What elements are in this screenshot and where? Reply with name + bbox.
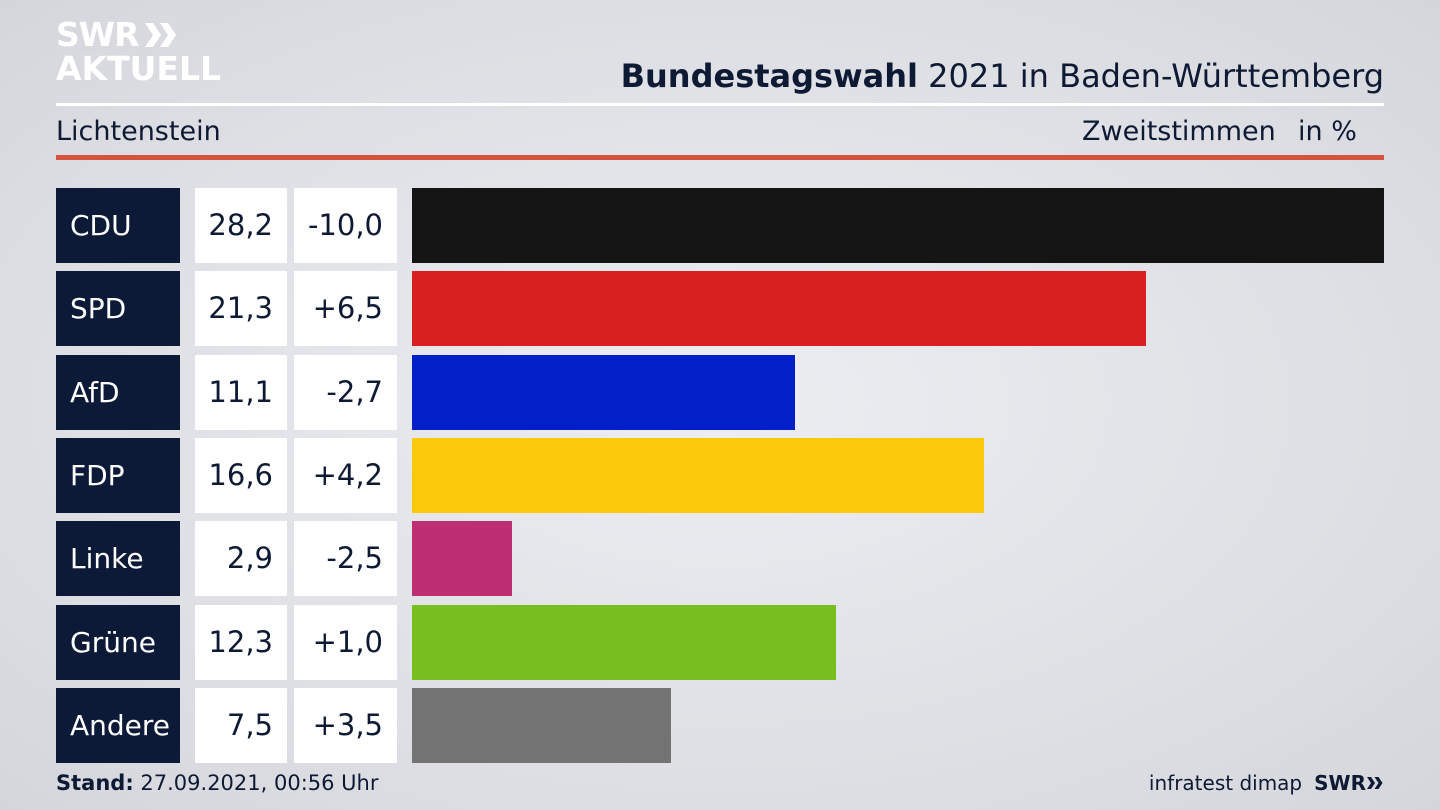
double-chevron-icon [144, 23, 176, 47]
bar-spd [412, 271, 1146, 346]
party-label: Grüne [56, 605, 180, 680]
footer-swr-logo: SWR [1314, 771, 1384, 795]
vote-share-label: 16,6 [195, 438, 287, 513]
stand-line: Stand: 27.09.2021, 00:56 Uhr [56, 771, 379, 795]
party-label: Andere [56, 688, 180, 763]
title-rest: 2021 in Baden-Württemberg [917, 57, 1384, 95]
party-label: SPD [56, 271, 180, 346]
bar-andere [412, 688, 671, 763]
change-label: -2,5 [294, 521, 397, 596]
bar-linke [412, 521, 512, 596]
change-label: -2,7 [294, 355, 397, 430]
change-label: -10,0 [294, 188, 397, 263]
party-label: Linke [56, 521, 180, 596]
measure-label: Zweitstimmen [1082, 116, 1276, 147]
footer-sources: infratest dimap SWR [1149, 771, 1384, 795]
party-label: AfD [56, 355, 180, 430]
accent-divider [56, 155, 1384, 160]
logo-swr: SWR [56, 15, 140, 54]
change-label: +6,5 [294, 271, 397, 346]
stand-label: Stand: [56, 771, 134, 795]
vote-share-label: 7,5 [195, 688, 287, 763]
stand-value: 27.09.2021, 00:56 Uhr [133, 771, 379, 795]
party-label: FDP [56, 438, 180, 513]
result-row: Linke 2,9 -2,5 [56, 521, 1384, 596]
vote-share-label: 11,1 [195, 355, 287, 430]
source-label: infratest dimap [1148, 771, 1303, 795]
logo-aktuell: AKTUELL [56, 49, 222, 88]
vote-share-label: 2,9 [195, 521, 287, 596]
result-row: Andere 7,5 +3,5 [56, 688, 1384, 763]
chart-title: Bundestagswahl 2021 in Baden-Württemberg [621, 57, 1384, 95]
double-chevron-icon [1367, 777, 1383, 789]
result-row: Grüne 12,3 +1,0 [56, 605, 1384, 680]
swr-aktuell-logo: SWR AKTUELL [56, 18, 221, 86]
result-row: SPD 21,3 +6,5 [56, 271, 1384, 346]
unit-label: in % [1298, 116, 1357, 147]
change-label: +4,2 [294, 438, 397, 513]
party-label: CDU [56, 188, 180, 263]
bar-cdu [412, 188, 1384, 263]
result-row: AfD 11,1 -2,7 [56, 355, 1384, 430]
change-label: +3,5 [294, 688, 397, 763]
vote-share-label: 21,3 [195, 271, 287, 346]
region-name: Lichtenstein [56, 116, 221, 147]
title-bold: Bundestagswahl [620, 57, 918, 95]
result-row: FDP 16,6 +4,2 [56, 438, 1384, 513]
footer-brand: SWR [1314, 771, 1366, 795]
header-divider [56, 103, 1384, 106]
vote-share-label: 12,3 [195, 605, 287, 680]
bar-grne [412, 605, 836, 680]
change-label: +1,0 [294, 605, 397, 680]
vote-share-label: 28,2 [195, 188, 287, 263]
result-row: CDU 28,2 -10,0 [56, 188, 1384, 263]
bar-afd [412, 355, 795, 430]
bar-fdp [412, 438, 984, 513]
